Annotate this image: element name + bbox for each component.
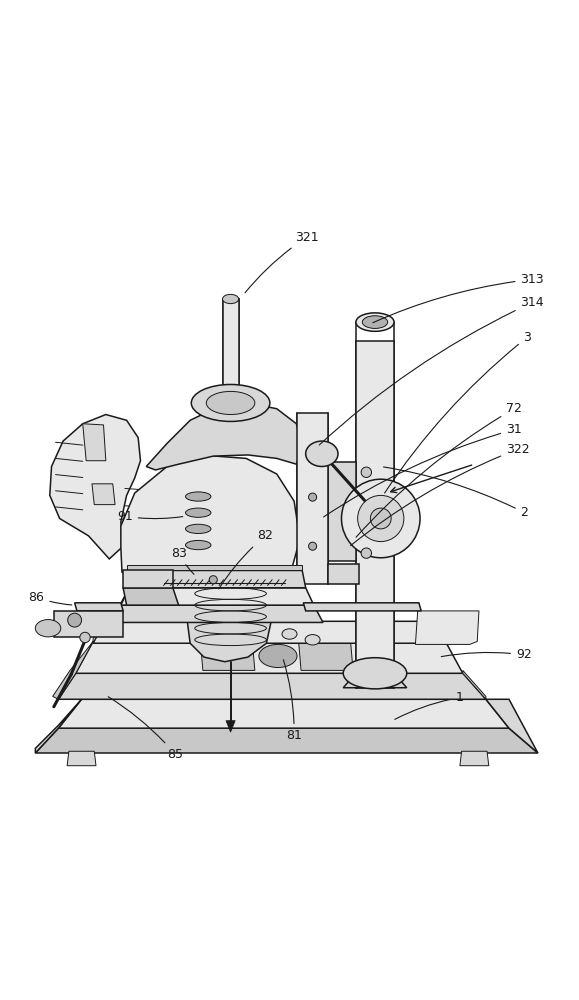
Polygon shape: [67, 751, 96, 766]
Ellipse shape: [80, 632, 90, 643]
Ellipse shape: [240, 632, 258, 643]
Text: 3: 3: [384, 331, 532, 493]
Polygon shape: [297, 413, 328, 584]
Text: 81: 81: [283, 660, 302, 742]
Polygon shape: [226, 721, 235, 732]
Polygon shape: [207, 576, 256, 585]
Polygon shape: [75, 603, 123, 611]
Ellipse shape: [68, 613, 82, 627]
Text: 313: 313: [373, 273, 544, 323]
Text: 83: 83: [171, 547, 194, 574]
Ellipse shape: [305, 635, 320, 645]
Ellipse shape: [343, 658, 407, 689]
Ellipse shape: [185, 492, 211, 501]
Polygon shape: [123, 570, 173, 588]
Text: 31: 31: [324, 423, 522, 517]
Polygon shape: [223, 299, 239, 403]
Ellipse shape: [35, 620, 61, 637]
Text: 86: 86: [28, 591, 72, 605]
Ellipse shape: [259, 644, 297, 668]
Ellipse shape: [206, 391, 255, 415]
Polygon shape: [121, 456, 300, 591]
Text: 322: 322: [350, 443, 530, 546]
Polygon shape: [54, 611, 123, 637]
Ellipse shape: [209, 576, 217, 584]
Polygon shape: [200, 643, 255, 670]
Polygon shape: [112, 588, 129, 622]
Ellipse shape: [358, 495, 404, 542]
Polygon shape: [58, 673, 486, 699]
Ellipse shape: [309, 493, 317, 501]
Polygon shape: [463, 670, 486, 699]
Polygon shape: [299, 643, 353, 670]
Ellipse shape: [222, 294, 239, 304]
Ellipse shape: [191, 384, 270, 421]
Polygon shape: [83, 424, 106, 461]
Polygon shape: [186, 585, 272, 662]
Polygon shape: [127, 565, 302, 570]
Ellipse shape: [371, 508, 391, 529]
Polygon shape: [35, 728, 538, 753]
Text: 92: 92: [441, 648, 532, 661]
Text: 91: 91: [117, 510, 183, 523]
Polygon shape: [127, 570, 306, 588]
Text: 2: 2: [383, 467, 529, 519]
Ellipse shape: [362, 316, 388, 328]
Polygon shape: [123, 588, 178, 605]
Polygon shape: [92, 484, 115, 505]
Polygon shape: [415, 611, 479, 644]
Polygon shape: [356, 341, 394, 688]
Text: 82: 82: [219, 529, 273, 589]
Polygon shape: [303, 603, 421, 611]
Polygon shape: [58, 699, 509, 728]
Ellipse shape: [306, 441, 338, 466]
Ellipse shape: [309, 542, 317, 550]
Polygon shape: [343, 673, 407, 688]
Polygon shape: [486, 699, 538, 753]
Ellipse shape: [282, 629, 297, 639]
Polygon shape: [146, 403, 302, 470]
Text: 1: 1: [395, 691, 464, 719]
Polygon shape: [93, 617, 105, 643]
Text: 321: 321: [245, 231, 318, 293]
Polygon shape: [328, 462, 356, 561]
Polygon shape: [50, 415, 141, 559]
Polygon shape: [93, 621, 445, 643]
Polygon shape: [35, 699, 82, 753]
Ellipse shape: [185, 540, 211, 550]
Polygon shape: [460, 751, 489, 766]
Ellipse shape: [185, 508, 211, 517]
Polygon shape: [112, 605, 323, 622]
Ellipse shape: [185, 524, 211, 534]
Polygon shape: [76, 642, 463, 673]
Polygon shape: [121, 588, 314, 605]
Polygon shape: [53, 642, 93, 699]
Ellipse shape: [356, 313, 394, 331]
Ellipse shape: [342, 479, 420, 558]
Ellipse shape: [361, 467, 372, 477]
Ellipse shape: [309, 450, 317, 458]
Text: 85: 85: [108, 697, 183, 761]
Text: 314: 314: [319, 296, 544, 445]
Ellipse shape: [361, 548, 372, 558]
Polygon shape: [328, 564, 359, 584]
Text: 72: 72: [356, 402, 522, 537]
